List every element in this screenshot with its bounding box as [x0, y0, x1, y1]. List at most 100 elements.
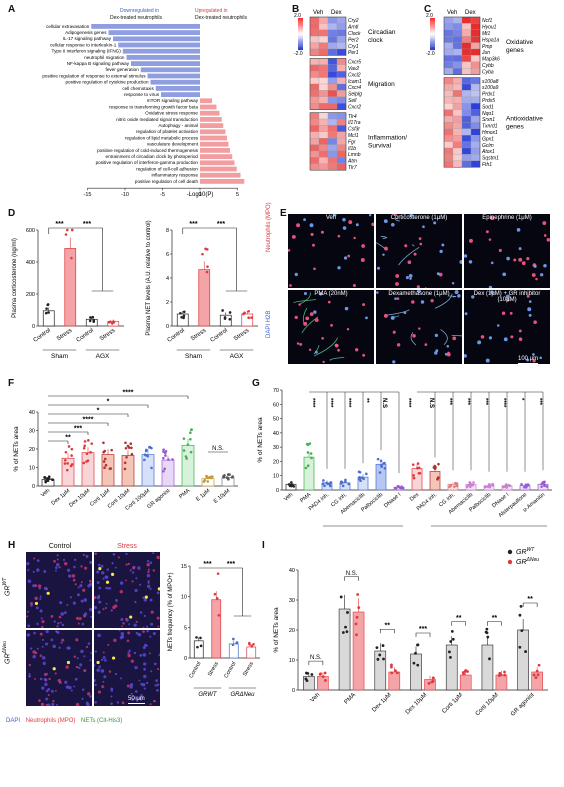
data-point	[463, 669, 467, 673]
category-label: Stress	[99, 328, 116, 343]
cell	[40, 617, 43, 620]
data-point	[344, 480, 347, 483]
heat-cell	[336, 77, 347, 85]
data-point	[390, 671, 394, 675]
heat-cell	[336, 157, 347, 164]
cell	[131, 698, 134, 701]
gene-label: s100a9	[482, 85, 499, 91]
heat-cell	[452, 68, 463, 75]
heat-cell	[336, 96, 347, 104]
sig-label: *	[97, 408, 100, 415]
heat-cell	[443, 42, 454, 50]
data-point	[182, 310, 186, 314]
heat-cell	[318, 58, 329, 65]
cell	[488, 336, 493, 340]
cell	[296, 342, 300, 345]
scale-step	[430, 43, 435, 46]
cell	[392, 330, 396, 334]
cell	[322, 360, 325, 364]
bar-down	[131, 61, 200, 66]
cell	[83, 598, 88, 602]
cell	[66, 646, 70, 650]
heat-cell	[443, 135, 454, 142]
cell	[126, 684, 130, 688]
cell	[521, 261, 526, 266]
net-cell	[98, 567, 102, 571]
heat-cell	[443, 90, 454, 97]
cell	[94, 678, 96, 682]
data-point	[45, 477, 49, 480]
cell	[441, 243, 445, 247]
cell	[496, 324, 500, 327]
cell	[89, 560, 92, 565]
data-point	[124, 446, 128, 450]
heat-cell	[327, 125, 338, 132]
cell	[127, 651, 130, 655]
data-point	[532, 673, 536, 677]
cell	[120, 677, 123, 680]
cell	[27, 569, 30, 572]
cell	[518, 257, 523, 262]
data-point	[306, 451, 310, 454]
cell	[141, 682, 146, 687]
heat-cell	[318, 118, 329, 126]
cell	[430, 299, 434, 303]
category-label: Corti 10μM	[475, 692, 500, 717]
cell	[133, 696, 138, 700]
cell	[41, 645, 44, 648]
heat-cell	[443, 61, 454, 69]
cell	[119, 589, 124, 594]
sig-label: N.S.	[212, 446, 224, 452]
cell	[46, 703, 51, 706]
sig-label: ***	[217, 221, 225, 228]
cell	[28, 663, 32, 667]
data-point	[308, 442, 312, 445]
data-point	[232, 637, 235, 641]
cell	[332, 214, 337, 217]
bar-down	[91, 24, 200, 29]
cell	[337, 234, 341, 238]
cell	[120, 632, 125, 636]
data-point	[543, 484, 546, 488]
data-point	[231, 643, 235, 647]
cell	[355, 223, 359, 227]
heat-cell	[309, 64, 320, 72]
cell	[394, 297, 397, 300]
cell	[434, 351, 438, 355]
bar-down	[108, 30, 200, 35]
cell	[435, 349, 439, 353]
data-point	[321, 482, 325, 486]
cell	[309, 223, 314, 228]
cell	[90, 652, 92, 654]
sig-label: ****	[345, 398, 351, 408]
net-cell	[111, 656, 116, 660]
heat-cell	[336, 118, 347, 126]
cell	[526, 358, 530, 362]
heat-cell	[452, 109, 463, 117]
cell	[72, 578, 76, 582]
bar-up	[200, 172, 241, 178]
d-right-bar	[241, 313, 254, 327]
tick-label: 10	[29, 466, 35, 472]
data-point	[326, 482, 330, 486]
cell	[509, 311, 513, 315]
cell	[518, 247, 522, 251]
cell	[149, 598, 153, 602]
data-point	[47, 477, 51, 480]
data-point	[150, 466, 153, 470]
cell	[361, 244, 365, 248]
data-point	[129, 442, 133, 446]
data-point	[64, 450, 68, 454]
data-point	[182, 437, 186, 440]
cell	[320, 230, 324, 234]
tick-label: 50	[273, 417, 279, 423]
heat-cell	[309, 131, 320, 139]
cell	[85, 645, 89, 649]
cell	[75, 702, 80, 706]
data-point	[216, 572, 220, 575]
heat-cell	[336, 16, 347, 24]
panel-i: I 0 10 20 30 40 N.S. Veh N.S. PMA ** Dex 1μM *** Dex…	[262, 540, 564, 787]
tick-label: 0	[276, 488, 279, 494]
cell	[94, 552, 97, 556]
data-point	[518, 613, 522, 617]
